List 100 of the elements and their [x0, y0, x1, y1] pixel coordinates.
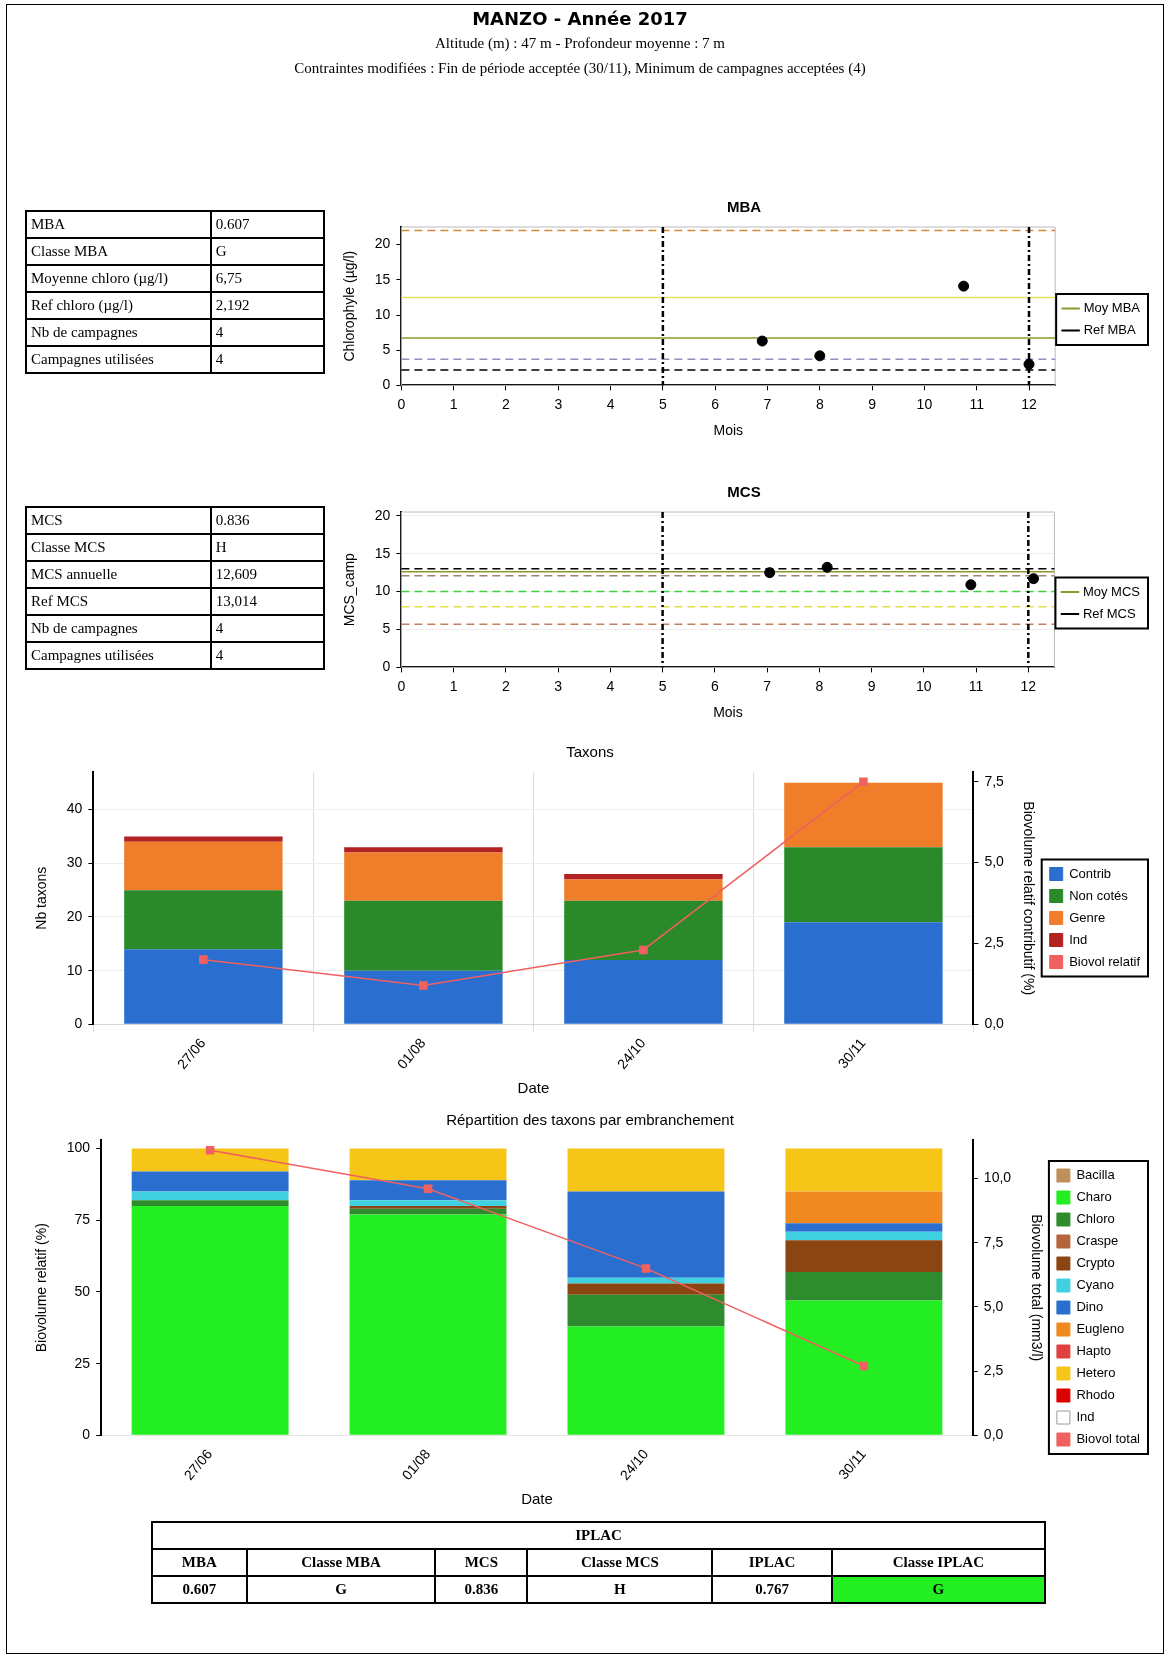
y-tick-label: 25 [74, 1354, 91, 1371]
category-label: MBA [152, 1549, 247, 1576]
y-tick-label: 10 [374, 582, 391, 599]
x-tick-label: 5 [658, 395, 667, 412]
text: G [210, 238, 324, 265]
y-tick-label: 15 [374, 544, 391, 561]
text: Contraintes modifiées : Fin de période acceptée (30/11), Minimum de campagnes acceptées (4) [293, 60, 867, 77]
y-tick-label: 0 [82, 1426, 91, 1443]
bar [564, 874, 723, 880]
bar [124, 836, 283, 842]
category-label: Nb de campagnes [26, 615, 211, 642]
chart-title: Répartition des taxons par embranchement [446, 1111, 735, 1129]
x-tick-label: 0 [397, 395, 406, 412]
bar [785, 1148, 943, 1192]
bar [567, 1294, 725, 1327]
y2-axis-title: Biovolume total (mm3/l) [1028, 1214, 1045, 1362]
y-tick-label: 5 [382, 341, 391, 358]
legend-label: Contrib [1069, 865, 1112, 881]
bar [564, 879, 723, 901]
bar [567, 1148, 725, 1192]
y-axis-title: Nb taxons [33, 866, 50, 930]
x-axis-title: Mois [713, 704, 743, 721]
text: 0.607 [152, 1576, 247, 1603]
bar [349, 1208, 507, 1215]
legend-label: Biovol relatif [1069, 953, 1141, 969]
point [965, 579, 977, 591]
x-axis-title: Mois [713, 422, 744, 439]
y-tick-label: 10 [374, 305, 391, 322]
point [1023, 358, 1035, 370]
legend-label: Genre [1069, 909, 1106, 925]
x-tick-label: 7 [763, 395, 772, 412]
x-tick-label: 2 [501, 677, 510, 694]
point [419, 981, 428, 990]
text: 12,609 [210, 561, 324, 588]
y-tick-label: 10 [66, 961, 83, 978]
category-label: MCS [26, 507, 211, 534]
x-tick-label: 10 [916, 677, 932, 694]
bar [564, 900, 723, 960]
text: Altitude (m) : 47 m - Profondeur moyenne : 7 m [434, 35, 726, 52]
y2-tick-label: 7,5 [983, 1233, 1004, 1250]
x-tick-label: 8 [815, 677, 824, 694]
bar [131, 1171, 289, 1192]
y2-tick-label: 0,0 [983, 1426, 1004, 1443]
legend-label: Moy MBA [1083, 300, 1141, 316]
bar [349, 1148, 507, 1181]
category-label: Campagnes utilisées [26, 642, 211, 669]
category-label: Ref MCS [26, 588, 211, 615]
x-tick-label: 12 [1020, 677, 1037, 694]
y2-axis-title: Biovolume relatif contributif (%) [1021, 801, 1038, 996]
y-tick-label: 5 [382, 620, 391, 637]
x-tick-label: 1 [449, 677, 458, 694]
bar [349, 1205, 507, 1209]
legend-label: Non cotés [1069, 887, 1129, 903]
x-tick-label: 7 [763, 677, 772, 694]
y2-tick-label: 2,5 [984, 934, 1005, 951]
legend-label: Chloro [1076, 1211, 1115, 1227]
y-tick-label: 20 [374, 506, 391, 523]
point [958, 280, 970, 292]
y2-tick-label: 5,0 [983, 1297, 1004, 1314]
legend-label: Craspe [1076, 1233, 1119, 1249]
y2-tick-label: 10,0 [983, 1169, 1012, 1186]
x-tick-label: 4 [606, 395, 615, 412]
bar [567, 1283, 725, 1295]
y-tick-label: 100 [66, 1139, 91, 1156]
bar [349, 1214, 507, 1435]
point [205, 1145, 215, 1155]
x-tick-label: 11 [968, 677, 984, 694]
bar [131, 1200, 289, 1206]
category-label: Classe MCS [26, 534, 211, 561]
bar [124, 890, 283, 950]
bar [124, 841, 283, 891]
bar [785, 1231, 943, 1241]
legend-label: Charo [1076, 1189, 1112, 1205]
bar [124, 949, 283, 1024]
legend-label: Bacilla [1076, 1167, 1116, 1183]
x-tick-label: 12 [1021, 395, 1037, 412]
point [639, 945, 648, 955]
x-axis-title: Date [521, 1490, 553, 1508]
y-tick-label: 0 [382, 658, 391, 675]
bar [784, 922, 943, 1024]
y-tick-label: 15 [374, 270, 391, 287]
text: H [527, 1576, 713, 1603]
x-tick-label: 6 [710, 677, 719, 694]
y-tick-label: 75 [74, 1211, 91, 1228]
x-tick-label: 10 [916, 395, 933, 412]
category-label: Ref chloro (µg/l) [26, 292, 211, 319]
legend-label: Crypto [1076, 1255, 1115, 1271]
point [859, 1361, 869, 1371]
text: 13,014 [210, 588, 324, 615]
x-axis-title: Date [517, 1079, 550, 1097]
bar [784, 782, 943, 848]
category-label: Classe MBA [246, 1549, 436, 1576]
legend-label: Ref MCS [1082, 605, 1136, 621]
bar [785, 1240, 943, 1272]
bar [131, 1205, 289, 1435]
point [1028, 573, 1040, 585]
legend-label: Dino [1076, 1299, 1104, 1315]
text: G [831, 1576, 1045, 1603]
point [764, 567, 776, 579]
legend-label: Hetero [1076, 1365, 1116, 1381]
